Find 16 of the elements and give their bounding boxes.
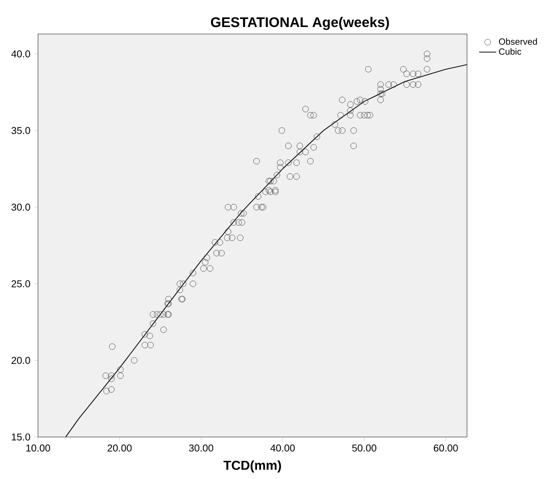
y-tick-label: 25.0 [12,280,30,288]
legend-label: Observed [498,38,537,45]
x-tick-label: 60.00 [434,444,458,452]
x-tick-label: 50.00 [352,444,376,452]
legend-label: Cubic [499,48,522,55]
y-tick-label: 15.0 [12,433,30,441]
x-tick-label: 20.00 [108,444,132,452]
x-tick-label: 30.00 [189,444,214,452]
x-tick-label: 10.00 [26,444,50,452]
y-tick-label: 40.0 [11,50,30,58]
y-tick-label: 35.0 [11,127,30,134]
y-tick-label: 20.0 [12,356,30,364]
chart-title: GESTATIONAL Age(weeks) [210,16,389,30]
x-tick-label: 40.00 [270,444,295,452]
x-axis-title: TCD(mm) [224,460,281,472]
y-tick-label: 30.0 [11,204,30,211]
